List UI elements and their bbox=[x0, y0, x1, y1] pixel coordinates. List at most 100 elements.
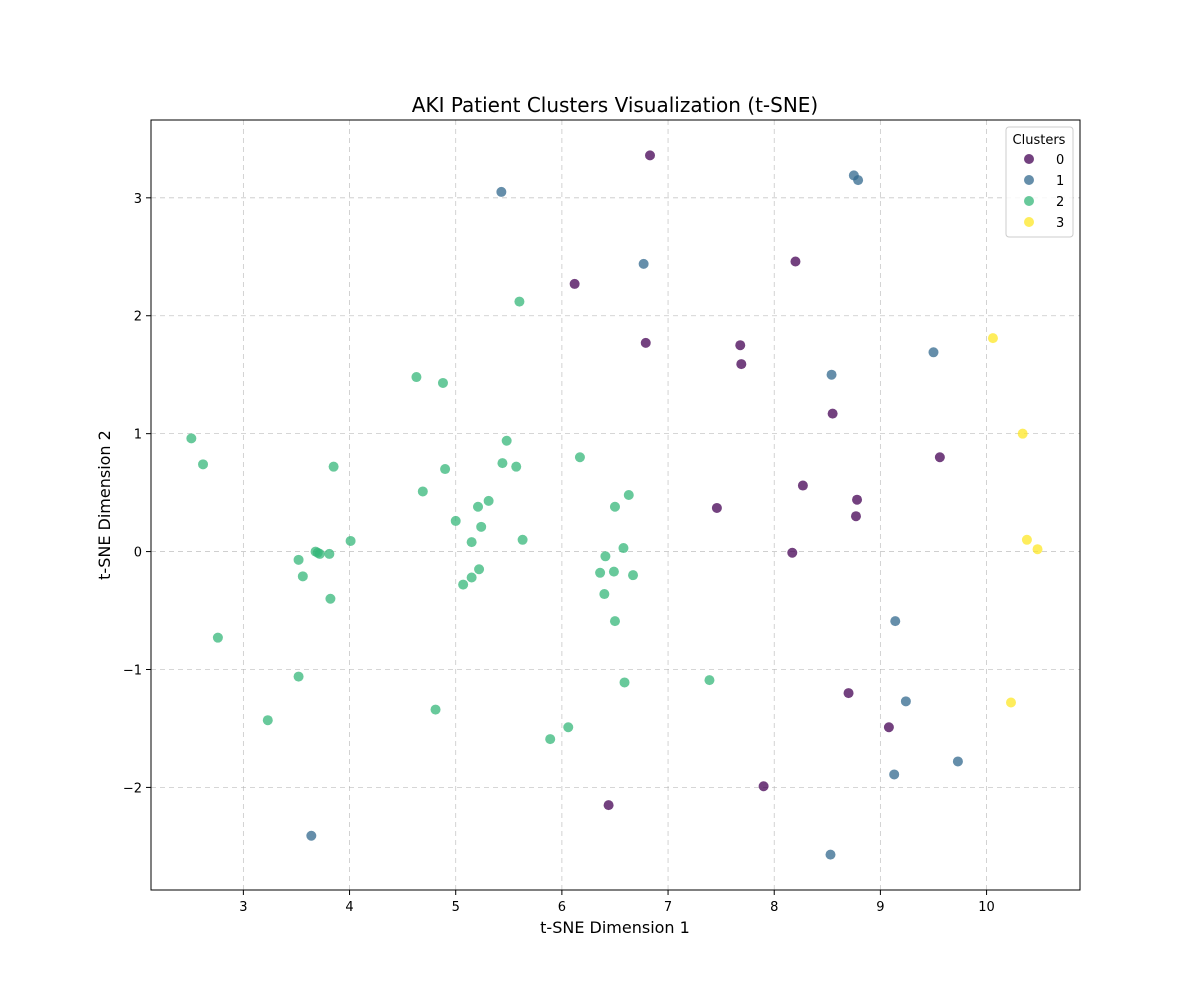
legend-marker-1 bbox=[1024, 175, 1034, 185]
data-point-cluster-3 bbox=[987, 333, 998, 344]
data-point-cluster-0 bbox=[843, 688, 854, 699]
data-point-cluster-1 bbox=[496, 186, 507, 197]
data-point-cluster-2 bbox=[186, 433, 197, 444]
data-point-cluster-2 bbox=[497, 458, 508, 469]
data-point-cluster-2 bbox=[450, 515, 461, 526]
data-point-cluster-0 bbox=[640, 337, 651, 348]
data-point-cluster-2 bbox=[609, 616, 620, 627]
data-point-cluster-0 bbox=[852, 494, 863, 505]
data-point-cluster-2 bbox=[619, 677, 630, 688]
data-point-cluster-2 bbox=[466, 537, 477, 548]
data-point-cluster-2 bbox=[325, 593, 336, 604]
data-point-cluster-3 bbox=[1017, 428, 1028, 439]
data-point-cluster-2 bbox=[466, 572, 477, 583]
data-point-cluster-2 bbox=[458, 579, 469, 590]
x-tick-label: 9 bbox=[876, 900, 884, 915]
data-point-cluster-3 bbox=[1032, 544, 1043, 555]
y-tick-label: −2 bbox=[123, 781, 142, 796]
data-point-cluster-2 bbox=[324, 548, 335, 559]
x-tick-label: 3 bbox=[239, 900, 247, 915]
y-tick-label: 3 bbox=[134, 192, 142, 207]
legend-marker-0 bbox=[1024, 154, 1034, 164]
data-point-cluster-0 bbox=[850, 511, 861, 522]
y-tick-label: 1 bbox=[134, 428, 142, 443]
x-tick-label: 7 bbox=[664, 900, 672, 915]
data-point-cluster-2 bbox=[514, 296, 525, 307]
data-point-cluster-0 bbox=[735, 340, 746, 351]
data-point-cluster-2 bbox=[599, 589, 610, 600]
grid-lines bbox=[151, 120, 1080, 890]
data-point-cluster-0 bbox=[645, 150, 656, 161]
data-point-cluster-2 bbox=[595, 567, 606, 578]
data-point-cluster-2 bbox=[623, 489, 634, 500]
data-point-cluster-0 bbox=[787, 547, 798, 558]
data-point-cluster-1 bbox=[889, 769, 900, 780]
data-point-cluster-2 bbox=[501, 435, 512, 446]
data-point-cluster-2 bbox=[473, 501, 484, 512]
data-point-cluster-0 bbox=[883, 722, 894, 733]
data-point-cluster-2 bbox=[314, 548, 325, 559]
data-point-cluster-2 bbox=[417, 486, 428, 497]
data-point-cluster-2 bbox=[517, 534, 528, 545]
legend: Clusters 0 1 2 3 bbox=[1005, 126, 1074, 238]
data-point-cluster-0 bbox=[603, 800, 614, 811]
y-tick-label: 2 bbox=[134, 310, 142, 325]
data-point-cluster-2 bbox=[600, 551, 611, 562]
data-point-cluster-2 bbox=[293, 554, 304, 565]
y-axis-ticks: −2 −1 0 1 2 3 bbox=[123, 192, 151, 796]
data-point-cluster-1 bbox=[928, 347, 939, 358]
data-point-cluster-0 bbox=[569, 278, 580, 289]
data-point-cluster-1 bbox=[638, 258, 649, 269]
legend-label-3: 3 bbox=[1056, 216, 1064, 231]
data-point-cluster-0 bbox=[790, 256, 801, 267]
y-tick-label: −1 bbox=[123, 663, 142, 678]
data-point-cluster-2 bbox=[608, 566, 619, 577]
data-point-cluster-2 bbox=[609, 501, 620, 512]
data-point-cluster-2 bbox=[198, 459, 209, 470]
x-axis-ticks: 3 4 5 6 7 8 9 10 bbox=[239, 890, 995, 915]
plot-frame bbox=[150, 119, 1081, 891]
data-point-cluster-2 bbox=[212, 632, 223, 643]
data-point-cluster-2 bbox=[476, 521, 487, 532]
legend-items: 0 1 2 3 bbox=[1024, 153, 1064, 231]
data-point-cluster-0 bbox=[758, 781, 769, 792]
legend-marker-2 bbox=[1024, 196, 1034, 206]
x-tick-label: 10 bbox=[978, 900, 995, 915]
legend-box bbox=[1005, 126, 1074, 238]
data-point-cluster-2 bbox=[574, 452, 585, 463]
data-point-cluster-1 bbox=[952, 756, 963, 767]
data-point-cluster-1 bbox=[853, 175, 864, 186]
data-point-cluster-0 bbox=[711, 502, 722, 513]
legend-label-1: 1 bbox=[1056, 174, 1064, 189]
data-points bbox=[186, 150, 1043, 860]
data-point-cluster-2 bbox=[563, 722, 574, 733]
data-point-cluster-2 bbox=[437, 377, 448, 388]
data-point-cluster-1 bbox=[900, 696, 911, 707]
chart-title: AKI Patient Clusters Visualization (t-SN… bbox=[412, 93, 818, 117]
legend-title: Clusters bbox=[1013, 133, 1066, 148]
x-tick-label: 8 bbox=[770, 900, 778, 915]
legend-label-2: 2 bbox=[1056, 195, 1064, 210]
data-point-cluster-2 bbox=[440, 464, 451, 475]
data-point-cluster-2 bbox=[297, 571, 308, 582]
data-point-cluster-2 bbox=[704, 675, 715, 686]
data-point-cluster-0 bbox=[827, 408, 838, 419]
data-point-cluster-1 bbox=[826, 369, 837, 380]
data-point-cluster-2 bbox=[328, 461, 339, 472]
data-point-cluster-3 bbox=[1005, 697, 1016, 708]
x-tick-label: 5 bbox=[452, 900, 460, 915]
data-point-cluster-2 bbox=[293, 671, 304, 682]
legend-label-0: 0 bbox=[1056, 153, 1064, 168]
data-point-cluster-1 bbox=[306, 830, 317, 841]
data-point-cluster-2 bbox=[483, 495, 494, 506]
data-point-cluster-2 bbox=[511, 461, 522, 472]
data-point-cluster-0 bbox=[797, 480, 808, 491]
y-tick-label: 0 bbox=[134, 546, 142, 561]
data-point-cluster-2 bbox=[628, 570, 639, 581]
data-point-cluster-1 bbox=[825, 849, 836, 860]
y-axis-label: t-SNE Dimension 2 bbox=[95, 430, 114, 580]
data-point-cluster-0 bbox=[934, 452, 945, 463]
data-point-cluster-3 bbox=[1021, 534, 1032, 545]
data-point-cluster-2 bbox=[545, 734, 556, 745]
